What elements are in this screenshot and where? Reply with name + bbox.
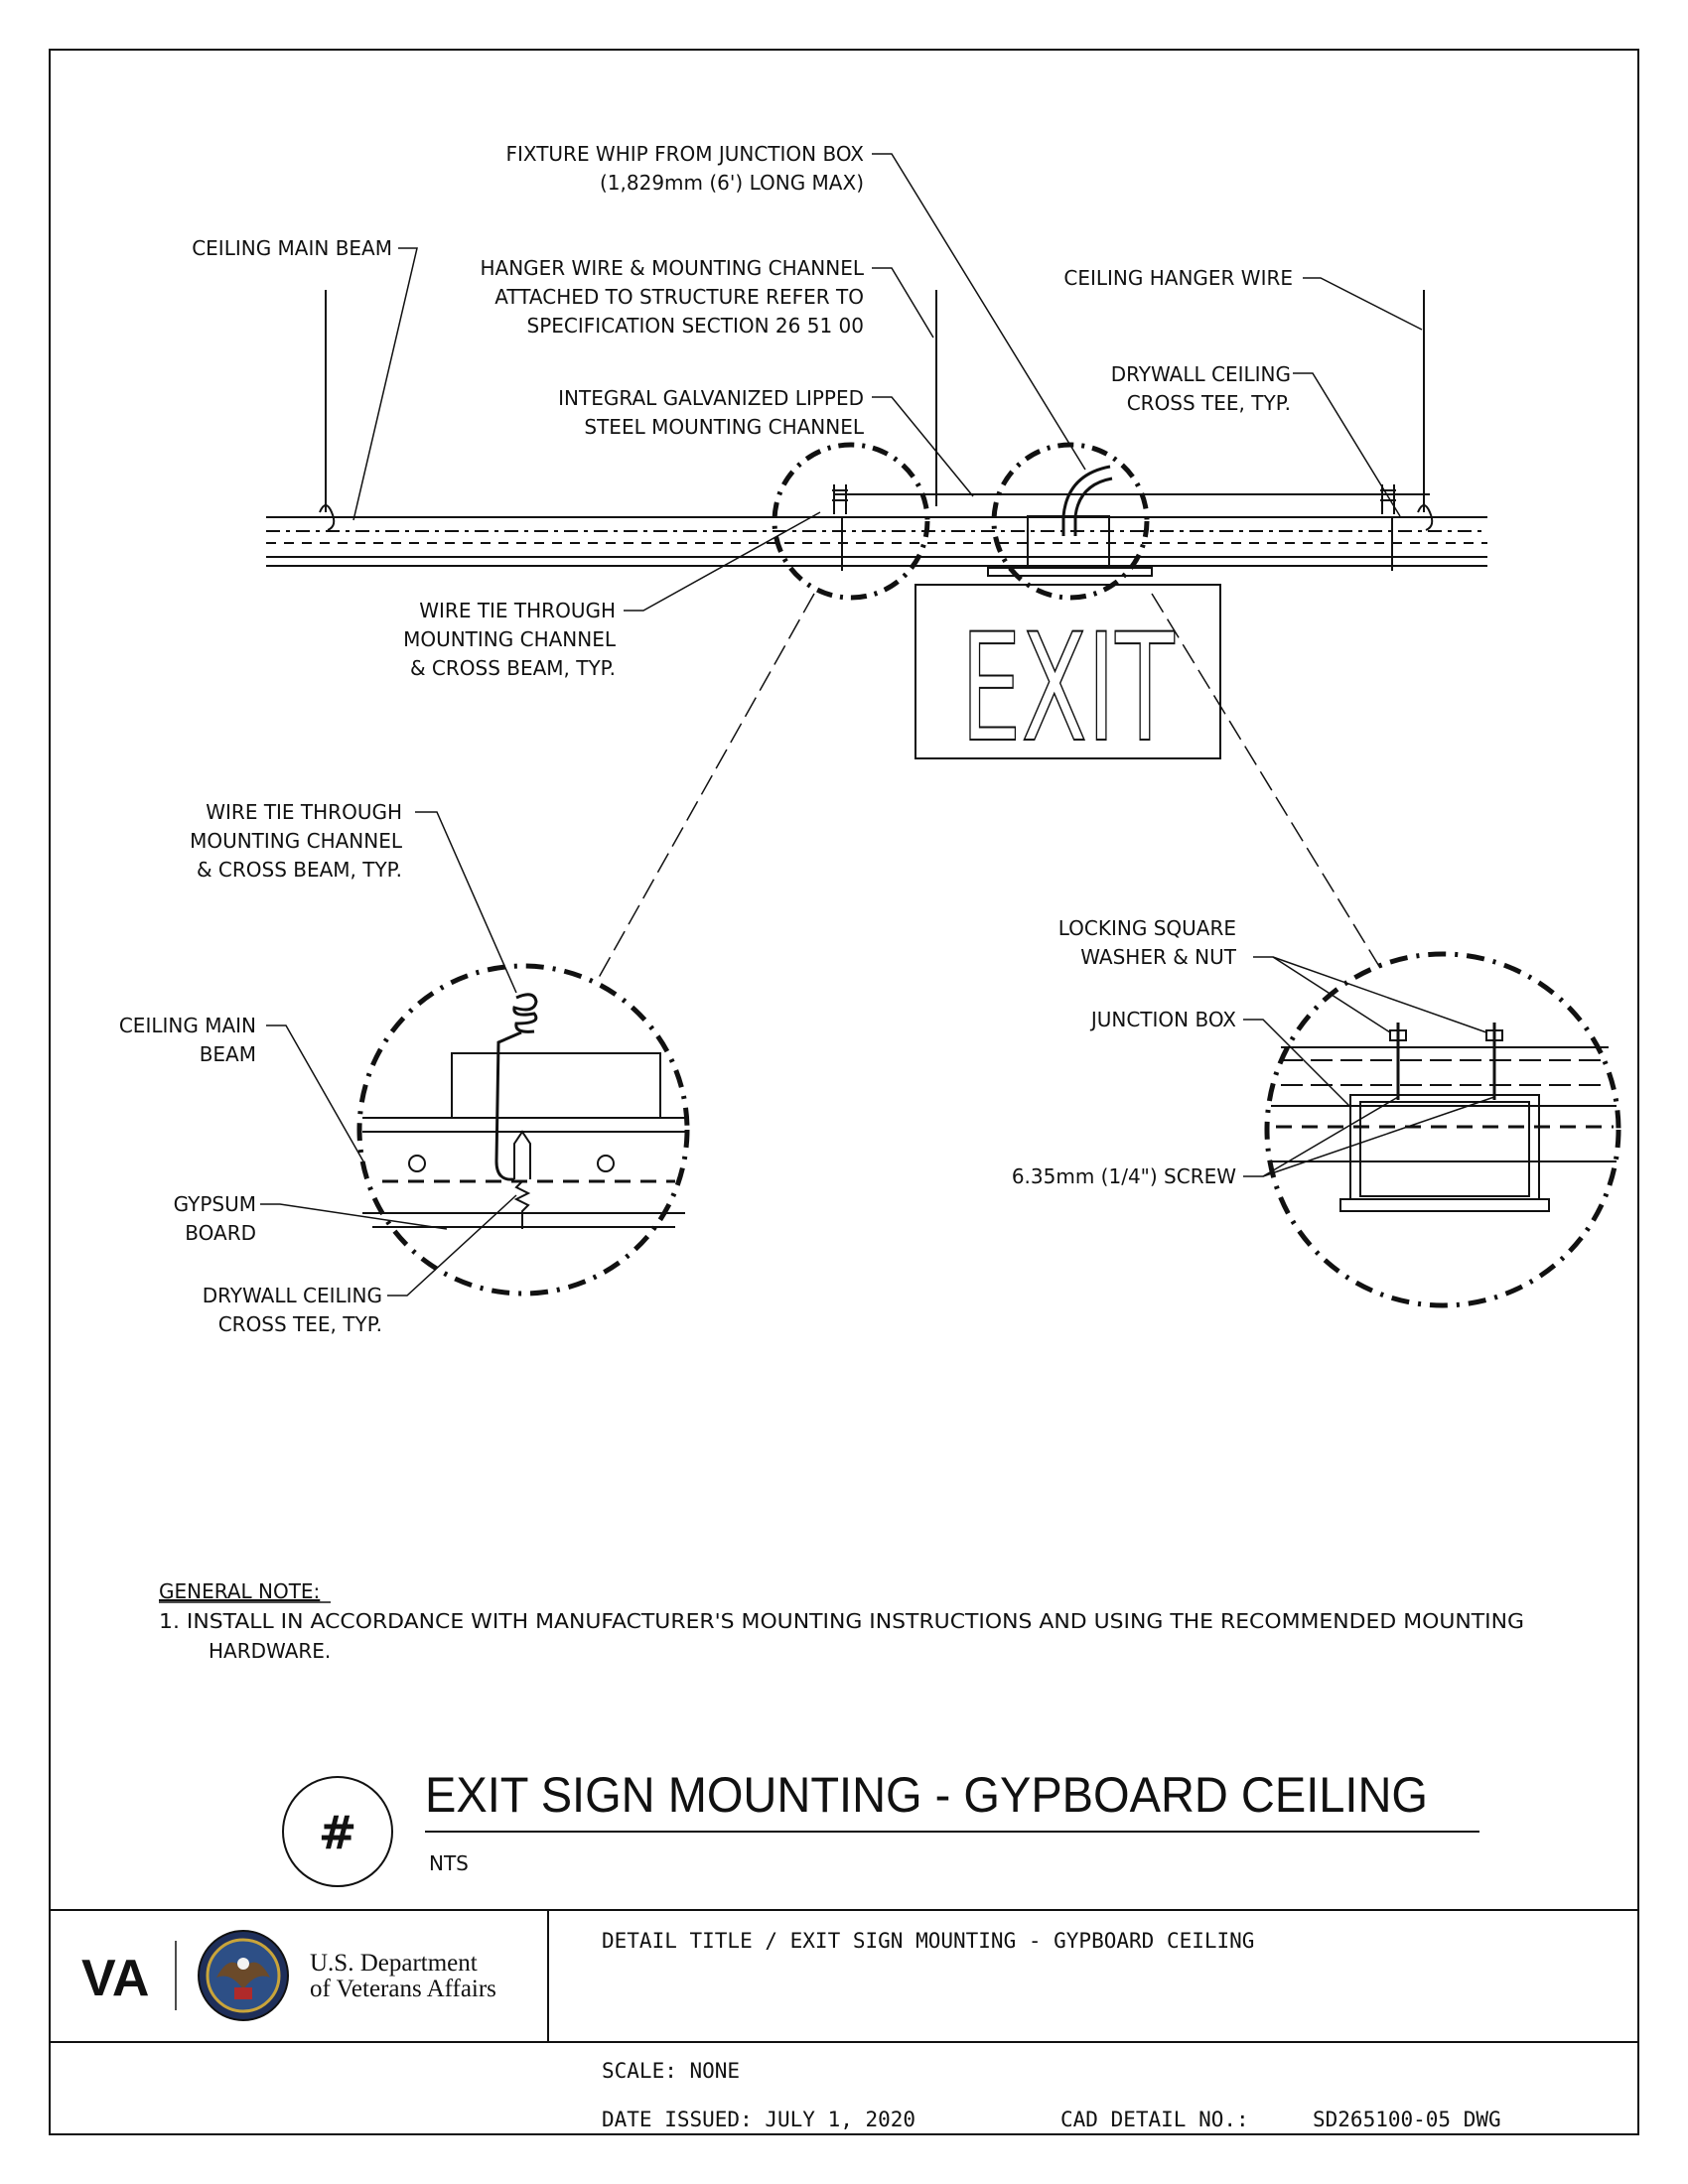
detail-main-beam xyxy=(451,1052,661,1119)
label-det-cross-tee-2: CROSS TEE, TYP. xyxy=(218,1312,382,1336)
detail-box-flange xyxy=(1339,1198,1550,1212)
label-wire-tie-3: & CROSS BEAM, TYP. xyxy=(410,656,616,680)
label-junction-box: JUNCTION BOX xyxy=(1089,1008,1236,1031)
detail-link-left xyxy=(595,593,815,984)
main-elevation: EXIT xyxy=(266,290,1487,984)
label-cross-tee-2: CROSS TEE, TYP. xyxy=(1127,391,1291,415)
label-det-wire-tie-3: & CROSS BEAM, TYP. xyxy=(197,858,402,882)
leader-det-wire-tie xyxy=(415,811,517,994)
label-det-cross-tee-1: DRYWALL CEILING xyxy=(203,1284,382,1307)
drawing-scale-note: NTS xyxy=(429,1851,469,1875)
date-issued-field: DATE ISSUED: JULY 1, 2020 xyxy=(602,2108,915,2131)
label-det-gypsum-2: BOARD xyxy=(185,1221,256,1245)
label-det-main-beam-1: CEILING MAIN xyxy=(119,1014,256,1037)
detail-title-field: DETAIL TITLE / EXIT SIGN MOUNTING - GYPB… xyxy=(602,1929,1254,1953)
detail-nut-left xyxy=(1389,1029,1407,1041)
label-det-main-beam-2: BEAM xyxy=(200,1042,256,1066)
cad-detail-label: CAD DETAIL NO.: xyxy=(1060,2108,1249,2131)
detail-junction-box xyxy=(1264,951,1621,1308)
wire-tie-channel-left xyxy=(832,484,848,514)
title-block: VA U.S. Department of Veterans Affairs D… xyxy=(50,1909,1638,2131)
sheet-border xyxy=(49,49,1639,2135)
va-seal-icon xyxy=(198,1930,289,2021)
label-integral-1: INTEGRAL GALVANIZED LIPPED xyxy=(558,386,864,410)
detail-number-bubble xyxy=(282,1776,393,1887)
label-hanger-1: HANGER WIRE & MOUNTING CHANNEL xyxy=(480,256,864,280)
note-line-2: HARDWARE. xyxy=(209,1639,331,1663)
label-hanger-3: SPECIFICATION SECTION 26 51 00 xyxy=(527,314,864,338)
leader-lines xyxy=(260,153,1495,1297)
label-fixture-whip-2: (1,829mm (6') LONG MAX) xyxy=(600,171,864,195)
label-cross-tee-1: DRYWALL CEILING xyxy=(1111,362,1291,386)
leader-screw-b xyxy=(1262,1096,1495,1177)
va-logo: VA xyxy=(81,1950,149,2007)
note-line-1: 1. INSTALL IN ACCORDANCE WITH MANUFACTUR… xyxy=(159,1609,1524,1633)
label-det-wire-tie-1: WIRE TIE THROUGH xyxy=(206,800,402,824)
wire-tie-right xyxy=(1417,504,1434,531)
callout-labels: FIXTURE WHIP FROM JUNCTION BOX (1,829mm … xyxy=(119,142,1293,1336)
cad-detail-number: SD265100-05 DWG xyxy=(1313,2108,1501,2131)
dept-name-line-1: U.S. Department xyxy=(310,1950,478,1977)
detail-cross-tee-zigzag xyxy=(513,1180,531,1229)
detail-wire-tie xyxy=(356,963,690,1297)
general-note: GENERAL NOTE: 1. INSTALL IN ACCORDANCE W… xyxy=(159,1579,1524,1663)
detail-hole-left xyxy=(408,1155,426,1172)
label-wire-tie-1: WIRE TIE THROUGH xyxy=(419,599,616,622)
detail-circle-left xyxy=(356,963,690,1297)
detail-number-symbol: # xyxy=(319,1806,357,1859)
exit-sign-text: EXIT xyxy=(961,603,1176,775)
detail-cross-tee-tip xyxy=(513,1130,531,1179)
label-wire-tie-2: MOUNTING CHANNEL xyxy=(403,627,617,651)
scale-field: SCALE: NONE xyxy=(602,2059,740,2083)
detail-box xyxy=(1349,1094,1540,1200)
drawing-title-text: EXIT SIGN MOUNTING - GYPBOARD CEILING xyxy=(425,1767,1428,1823)
detail-box-inner xyxy=(1359,1101,1530,1197)
leader-locking-b xyxy=(1272,956,1487,1033)
fixture-whip-inner xyxy=(1073,477,1113,536)
callout-circle-right xyxy=(991,442,1150,601)
detail-wire-tie-coil xyxy=(494,993,538,1181)
junction-box-flange xyxy=(987,567,1153,577)
note-heading: GENERAL NOTE: xyxy=(159,1579,320,1603)
label-locking-1: LOCKING SQUARE xyxy=(1058,916,1236,940)
leader-det-main-beam xyxy=(266,1024,364,1162)
label-det-wire-tie-2: MOUNTING CHANNEL xyxy=(190,829,403,853)
label-locking-2: WASHER & NUT xyxy=(1080,945,1237,969)
wire-tie-channel-right xyxy=(1380,484,1396,514)
detail-hole-right xyxy=(597,1155,615,1172)
leader-fixture-whip xyxy=(872,153,1086,471)
drawing-title: # EXIT SIGN MOUNTING - GYPBOARD CEILING … xyxy=(282,1767,1479,1887)
label-screw: 6.35mm (1/4") SCREW xyxy=(1012,1164,1236,1188)
leader-det-gypsum xyxy=(260,1203,448,1230)
detail-nut-right xyxy=(1485,1029,1503,1041)
leader-junction-box xyxy=(1243,1019,1351,1108)
exit-sign-face xyxy=(914,584,1221,759)
leader-det-cross-tee xyxy=(387,1194,517,1297)
leader-wire-tie xyxy=(624,511,821,612)
label-ceiling-hanger-wire: CEILING HANGER WIRE xyxy=(1063,266,1293,290)
label-fixture-whip-1: FIXTURE WHIP FROM JUNCTION BOX xyxy=(505,142,864,166)
fixture-whip xyxy=(1061,465,1111,536)
leader-main-beam xyxy=(352,247,418,521)
label-ceiling-main-beam: CEILING MAIN BEAM xyxy=(192,236,392,260)
detail-link-right xyxy=(1151,593,1381,969)
label-det-gypsum-1: GYPSUM xyxy=(174,1192,256,1216)
label-integral-2: STEEL MOUNTING CHANNEL xyxy=(584,415,864,439)
dept-name-line-2: of Veterans Affairs xyxy=(310,1976,496,2002)
leader-cross-tee xyxy=(1293,372,1401,517)
leader-hanger xyxy=(872,267,934,339)
leader-integral xyxy=(872,396,974,497)
leader-ceiling-hanger xyxy=(1303,277,1423,331)
label-hanger-2: ATTACHED TO STRUCTURE REFER TO xyxy=(494,285,864,309)
callout-circle-left xyxy=(772,442,930,601)
wire-tie-left xyxy=(319,504,336,531)
detail-circle-right xyxy=(1264,951,1621,1308)
